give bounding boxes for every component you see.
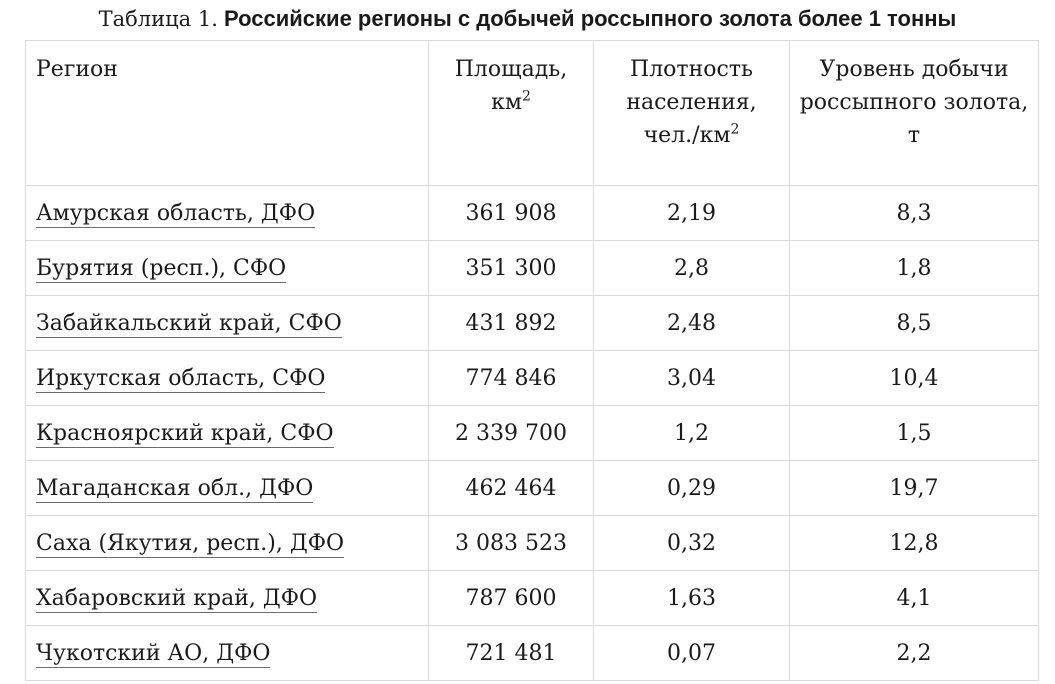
region-cell: Магаданская обл., ДФО xyxy=(25,460,429,516)
table-row: Чукотский АО, ДФО 721 481 0,07 2,2 xyxy=(25,625,1039,681)
area-cell: 721 481 xyxy=(428,625,594,681)
gold-cell: 1,5 xyxy=(789,405,1039,461)
gold-cell: 8,3 xyxy=(789,185,1039,241)
region-link[interactable]: Чукотский АО, ДФО xyxy=(36,640,271,668)
area-cell: 2 339 700 xyxy=(428,405,594,461)
region-cell: Чукотский АО, ДФО xyxy=(25,625,429,681)
density-cell: 0,07 xyxy=(593,625,790,681)
gold-cell: 4,1 xyxy=(789,570,1039,626)
region-link[interactable]: Иркутская область, СФО xyxy=(36,365,326,393)
caption-title: Российские регионы с добычей россыпного … xyxy=(224,6,957,31)
area-cell: 787 600 xyxy=(428,570,594,626)
density-cell: 0,29 xyxy=(593,460,790,516)
region-link[interactable]: Бурятия (респ.), СФО xyxy=(36,255,287,283)
gold-cell: 8,5 xyxy=(789,295,1039,351)
area-cell: 361 908 xyxy=(428,185,594,241)
density-cell: 2,19 xyxy=(593,185,790,241)
density-cell: 1,63 xyxy=(593,570,790,626)
area-cell: 351 300 xyxy=(428,240,594,296)
gold-cell: 2,2 xyxy=(789,625,1039,681)
area-cell: 3 083 523 xyxy=(428,515,594,571)
region-cell: Амурская область, ДФО xyxy=(25,185,429,241)
gold-cell: 1,8 xyxy=(789,240,1039,296)
caption-prefix: Таблица 1. xyxy=(98,7,218,31)
area-cell: 774 846 xyxy=(428,350,594,406)
gold-cell: 12,8 xyxy=(789,515,1039,571)
column-header-gold: Уровень добычи россыпного золота, т xyxy=(789,40,1039,186)
density-cell: 0,32 xyxy=(593,515,790,571)
gold-cell: 19,7 xyxy=(789,460,1039,516)
column-header-area: Площадь, км2 xyxy=(428,40,594,186)
area-cell: 462 464 xyxy=(428,460,594,516)
region-link[interactable]: Красноярский край, СФО xyxy=(36,420,334,448)
region-cell: Иркутская область, СФО xyxy=(25,350,429,406)
region-cell: Забайкальский край, СФО xyxy=(25,295,429,351)
density-cell: 3,04 xyxy=(593,350,790,406)
table-row: Бурятия (респ.), СФО 351 300 2,8 1,8 xyxy=(25,240,1039,296)
region-cell: Бурятия (респ.), СФО xyxy=(25,240,429,296)
region-cell: Хабаровский край, ДФО xyxy=(25,570,429,626)
region-link[interactable]: Магаданская обл., ДФО xyxy=(36,475,314,503)
area-cell: 431 892 xyxy=(428,295,594,351)
region-link[interactable]: Саха (Якутия, респ.), ДФО xyxy=(36,530,345,558)
table-row: Амурская область, ДФО 361 908 2,19 8,3 xyxy=(25,185,1039,241)
density-cell: 1,2 xyxy=(593,405,790,461)
density-cell: 2,48 xyxy=(593,295,790,351)
table-row: Хабаровский край, ДФО 787 600 1,63 4,1 xyxy=(25,570,1039,626)
table-caption: Таблица 1. Российские регионы с добычей … xyxy=(0,5,1055,33)
gold-cell: 10,4 xyxy=(789,350,1039,406)
column-header-density: Плотность населения, чел./км2 xyxy=(593,40,790,186)
table-row: Иркутская область, СФО 774 846 3,04 10,4 xyxy=(25,350,1039,406)
regions-table: Регион Площадь, км2 Плотность населения,… xyxy=(25,40,1039,681)
table-row: Саха (Якутия, респ.), ДФО 3 083 523 0,32 12… xyxy=(25,515,1039,571)
region-cell: Красноярский край, СФО xyxy=(25,405,429,461)
header-row: Регион Площадь, км2 Плотность населения,… xyxy=(25,40,1039,186)
density-cell: 2,8 xyxy=(593,240,790,296)
table-row: Магаданская обл., ДФО 462 464 0,29 19,7 xyxy=(25,460,1039,516)
region-link[interactable]: Амурская область, ДФО xyxy=(36,200,316,228)
region-link[interactable]: Хабаровский край, ДФО xyxy=(36,585,318,613)
region-link[interactable]: Забайкальский край, СФО xyxy=(36,310,342,338)
region-cell: Саха (Якутия, респ.), ДФО xyxy=(25,515,429,571)
table-row: Забайкальский край, СФО 431 892 2,48 8,5 xyxy=(25,295,1039,351)
column-header-region: Регион xyxy=(25,40,429,186)
table-row: Красноярский край, СФО 2 339 700 1,2 1,5 xyxy=(25,405,1039,461)
